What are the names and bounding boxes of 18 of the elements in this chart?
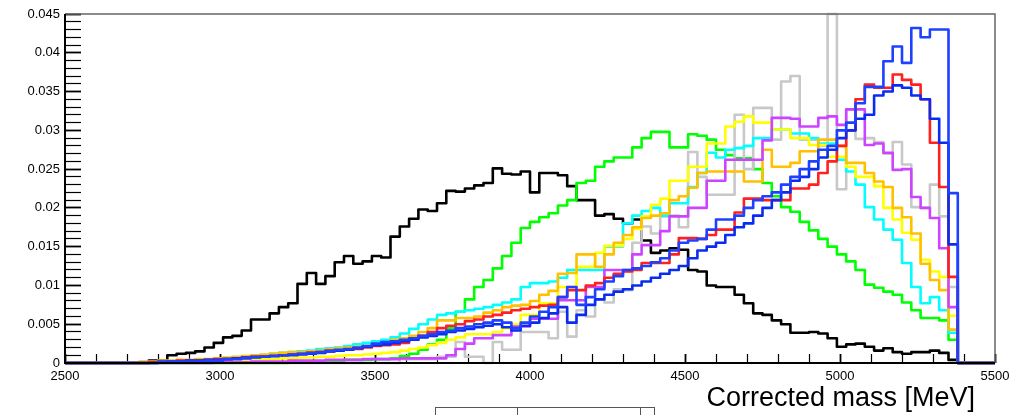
y-tick-label: 0.005 [27,315,60,331]
x-tick-label: 2500 [50,368,80,384]
x-tick-label: 4500 [670,368,700,384]
y-tick-label: 0.045 [27,5,60,21]
y-tick-label: 0.01 [34,277,60,293]
x-tick-label: 3000 [205,368,235,384]
x-tick-label: 5500 [980,368,1010,384]
y-tick-label: 0.03 [34,121,60,137]
y-tick-label: 0.02 [34,199,60,215]
y-tick-label: 0.015 [27,238,60,254]
y-tick-label: 0.035 [27,83,60,99]
y-tick-label: 0 [52,354,60,370]
x-tick-label: 5000 [825,368,855,384]
x-tick-label: 3500 [360,368,390,384]
y-tick-label: 0.025 [27,160,60,176]
y-tick-label: 0.04 [34,44,60,60]
x-axis-title: Corrected mass [MeV] [706,382,975,412]
x-tick-label: 4000 [515,368,545,384]
